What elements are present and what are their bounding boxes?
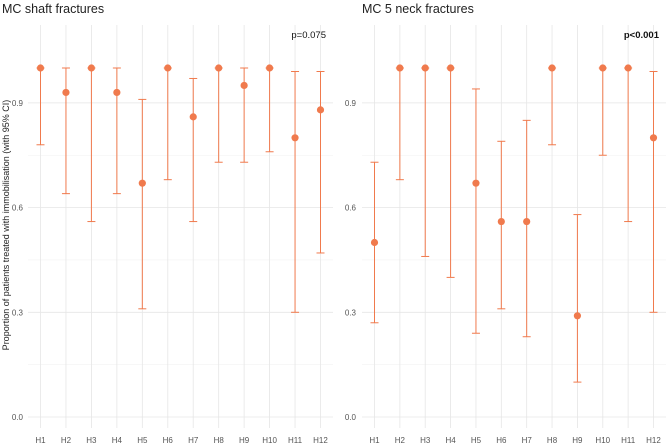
x-tick-label: H8 xyxy=(547,436,558,445)
point-H2 xyxy=(396,64,404,72)
point-H8 xyxy=(548,64,556,72)
x-tick-label: H8 xyxy=(214,436,225,445)
point-H10 xyxy=(599,64,607,72)
point-H7 xyxy=(189,113,197,121)
y-tick-label: 0.9 xyxy=(12,99,24,108)
x-tick-label: H7 xyxy=(522,436,533,445)
y-tick-label: 0.0 xyxy=(345,413,357,422)
x-tick-label: H11 xyxy=(288,436,303,445)
x-tick-label: H10 xyxy=(595,436,610,445)
x-tick-label: H7 xyxy=(188,436,199,445)
panel-2: 0.0 0.3 0.6 0.9 H1 H2 H3 H4 H5 H6 H7 H8 H9 H10 H11 H12 M… xyxy=(345,2,666,445)
panel-title: MC 5 neck fractures xyxy=(362,2,474,16)
point-H8 xyxy=(215,64,223,72)
point-H12 xyxy=(649,134,658,142)
x-tick-label: H1 xyxy=(35,436,46,445)
x-tick-label: H9 xyxy=(572,436,583,445)
x-tick-label: H12 xyxy=(313,436,328,445)
y-tick-label: 0.0 xyxy=(12,413,24,422)
x-tick-label: H9 xyxy=(239,436,250,445)
x-tick-label: H5 xyxy=(471,436,482,445)
x-tick-label: H2 xyxy=(395,436,406,445)
point-H11 xyxy=(624,64,632,72)
y-tick-label: 0.3 xyxy=(345,308,357,317)
x-tick-label: H5 xyxy=(137,436,148,445)
point-H1 xyxy=(370,238,379,247)
point-H12 xyxy=(316,106,325,114)
point-H3 xyxy=(421,64,429,72)
x-tick-label: H3 xyxy=(86,436,97,445)
y-axis-label: Proportion of patients treated with immo… xyxy=(1,100,11,351)
point-H6 xyxy=(497,217,505,226)
y-tick-label: 0.6 xyxy=(345,204,357,213)
x-tick-label: H12 xyxy=(646,436,661,445)
point-H2 xyxy=(62,88,70,97)
y-tick-label: 0.9 xyxy=(345,99,357,108)
point-H5 xyxy=(472,179,480,187)
x-tick-label: H3 xyxy=(420,436,431,445)
p-value-annotation: p=0.075 xyxy=(291,30,326,41)
point-H7 xyxy=(523,217,531,226)
point-H9 xyxy=(240,81,248,90)
x-tick-label: H10 xyxy=(262,436,277,445)
point-H1 xyxy=(36,64,45,72)
point-H5 xyxy=(138,179,146,187)
point-H6 xyxy=(164,64,172,72)
x-tick-label: H2 xyxy=(61,436,72,445)
x-tick-label: H6 xyxy=(163,436,174,445)
x-tick-label: H11 xyxy=(621,436,636,445)
point-H4 xyxy=(446,64,455,72)
point-H11 xyxy=(291,134,299,142)
p-value-annotation: p<0.001 xyxy=(624,30,660,41)
x-tick-label: H6 xyxy=(496,436,507,445)
x-tick-label: H1 xyxy=(369,436,380,445)
point-H4 xyxy=(113,88,121,97)
y-tick-label: 0.3 xyxy=(12,308,24,317)
y-tick-label: 0.6 xyxy=(12,204,24,213)
point-H9 xyxy=(573,312,582,320)
x-tick-label: H4 xyxy=(445,436,456,445)
point-H10 xyxy=(265,64,274,72)
panel-1: 0.0 0.3 0.6 0.9 H1 H2 H3 H4 H5 H6 H7 H8 H9 H10 H11 H12 M… xyxy=(2,2,333,445)
point-H3 xyxy=(87,64,96,72)
x-tick-label: H4 xyxy=(112,436,123,445)
panel-title: MC shaft fractures xyxy=(2,2,104,16)
